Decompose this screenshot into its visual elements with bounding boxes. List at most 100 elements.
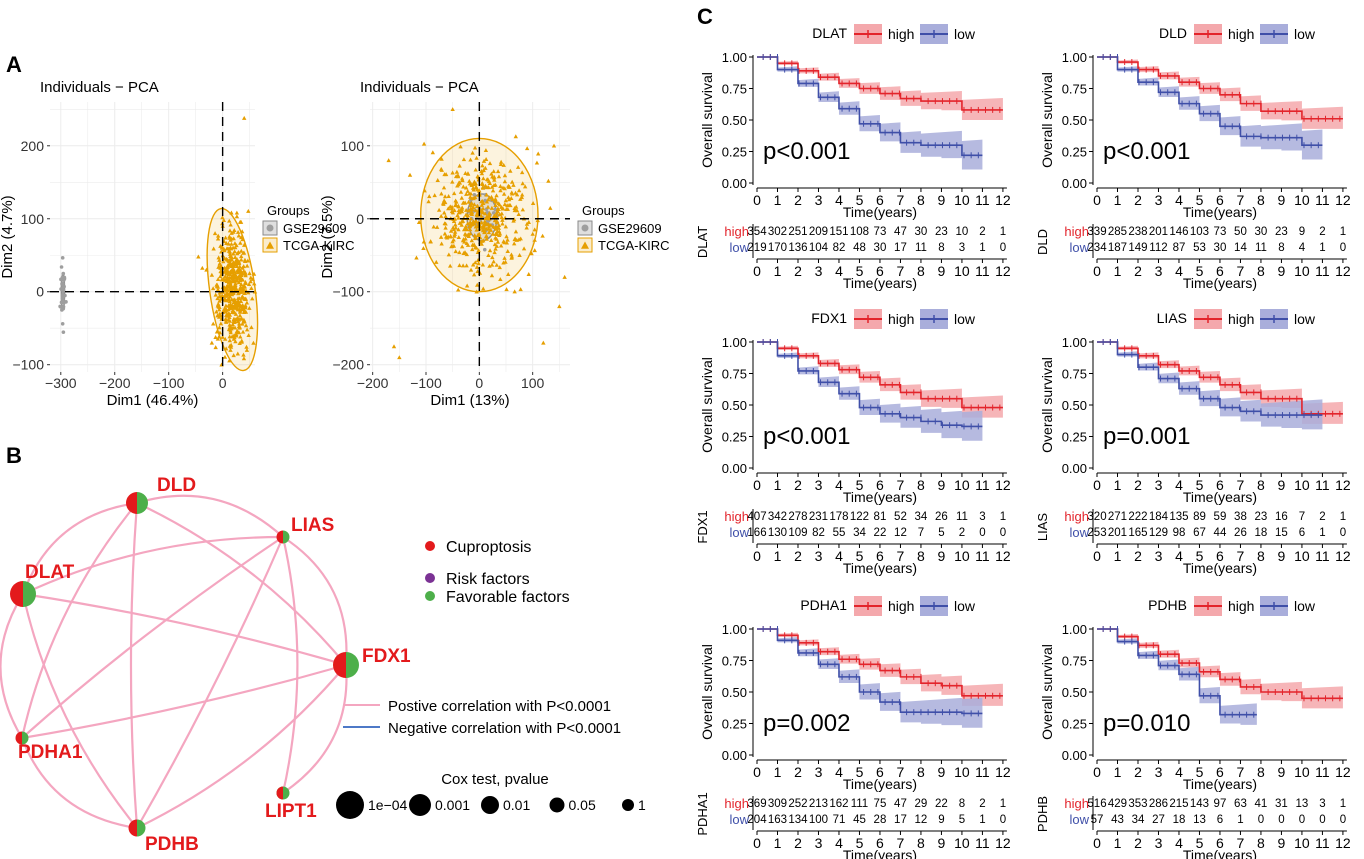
risk-count-high: 52 (894, 511, 907, 523)
risk-count-low: 15 (1275, 527, 1288, 539)
data-point (474, 155, 479, 160)
data-point (456, 204, 461, 209)
data-point (436, 207, 442, 212)
risk-count-high: 108 (850, 226, 869, 238)
risk-count-low: 187 (1108, 242, 1127, 254)
risk-gene-label: DLAT (695, 226, 710, 258)
risk-count-low: 12 (915, 814, 928, 826)
risk-count-high: 23 (1275, 226, 1288, 238)
data-point (457, 250, 462, 255)
risk-count-high: 302 (768, 226, 787, 238)
data-point (230, 260, 236, 265)
data-point (442, 172, 447, 177)
data-point (480, 210, 486, 215)
x-tick-label: 4 (1175, 477, 1183, 493)
risk-count-low: 11 (1255, 242, 1267, 254)
data-point (452, 229, 458, 234)
data-point (227, 292, 232, 297)
data-point (512, 289, 517, 294)
data-point (466, 234, 471, 239)
data-point (427, 194, 432, 199)
risk-x-tick-label: 6 (1216, 263, 1224, 279)
data-point (229, 255, 235, 260)
risk-count-low: 55 (833, 527, 846, 539)
x-tick-label: 8 (917, 764, 925, 780)
y-tick-label: 0.25 (722, 717, 747, 732)
risk-count-high: 162 (829, 798, 848, 810)
risk-count-low: 57 (1091, 814, 1104, 826)
data-point (490, 197, 495, 202)
risk-count-high: 1 (1000, 511, 1006, 523)
data-point (463, 207, 469, 212)
data-point (451, 191, 457, 196)
data-point (239, 229, 245, 234)
data-point (450, 179, 455, 184)
data-point (502, 255, 507, 260)
risk-count-high: 81 (874, 511, 887, 523)
legend-label-low: low (1294, 26, 1316, 42)
data-point (421, 141, 427, 146)
x-tick-label: 3 (1155, 764, 1163, 780)
data-point (229, 210, 234, 215)
risk-x-tick-label: 6 (1216, 548, 1224, 564)
risk-x-tick-label: 1 (774, 548, 782, 564)
legend-label-high: high (1228, 311, 1254, 327)
data-point (500, 217, 505, 222)
risk-x-tick-label: 0 (753, 835, 761, 851)
data-point (470, 262, 476, 267)
data-point (59, 300, 64, 305)
data-point (235, 330, 240, 335)
risk-count-high: 238 (1128, 226, 1147, 238)
data-point (242, 305, 248, 310)
legend-dot (425, 573, 435, 583)
node-label: FDX1 (362, 646, 411, 667)
data-point (489, 238, 494, 242)
correlation-network: DLD LIAS DLAT FDX1 PDHA1 PDHB LIPT1 Cuproptosis… (0, 475, 646, 855)
data-point (250, 276, 256, 281)
data-point (484, 226, 489, 231)
data-point (481, 238, 486, 243)
x-tick-label: 0 (1093, 477, 1101, 493)
data-point (526, 219, 532, 224)
data-point (450, 225, 456, 230)
data-point (480, 163, 485, 168)
risk-count-high: 2 (1319, 226, 1325, 238)
data-point (233, 261, 239, 266)
risk-x-tick-label: 11 (1315, 835, 1330, 851)
data-point (505, 206, 511, 211)
correlation-edge (22, 592, 347, 667)
node-label: LIAS (291, 515, 334, 536)
data-point (229, 267, 235, 272)
data-point (222, 265, 227, 270)
data-point (457, 220, 463, 225)
data-point (489, 273, 495, 278)
data-point (468, 207, 474, 212)
risk-count-high: 339 (1087, 226, 1106, 238)
data-point (497, 231, 503, 236)
km-gene-name: DLAT (812, 25, 847, 41)
data-point (204, 267, 209, 272)
data-point (240, 306, 245, 311)
data-point (467, 178, 472, 183)
data-point (220, 334, 225, 339)
correlation-edge (282, 664, 348, 794)
size-legend-circle (409, 794, 431, 816)
risk-x-tick-label: 5 (856, 835, 864, 851)
confidence-band (1097, 629, 1343, 711)
data-point (489, 171, 494, 176)
data-point (222, 336, 228, 341)
data-point (231, 236, 236, 241)
risk-x-tick-label: 1 (1114, 263, 1122, 279)
x-tick-label: 3 (1155, 192, 1163, 208)
risk-x-axis-label: Time(years) (843, 275, 917, 291)
risk-count-low: 44 (1214, 527, 1227, 539)
survival-curve (757, 628, 1003, 697)
risk-x-tick-label: 12 (1335, 263, 1351, 279)
x-tick-label: 7 (1237, 764, 1245, 780)
risk-count-high: 75 (874, 798, 887, 810)
x-tick-label: 3 (815, 192, 823, 208)
x-tick-label: 10 (1294, 192, 1310, 208)
data-point (227, 218, 232, 223)
node-dld-green (137, 492, 148, 514)
